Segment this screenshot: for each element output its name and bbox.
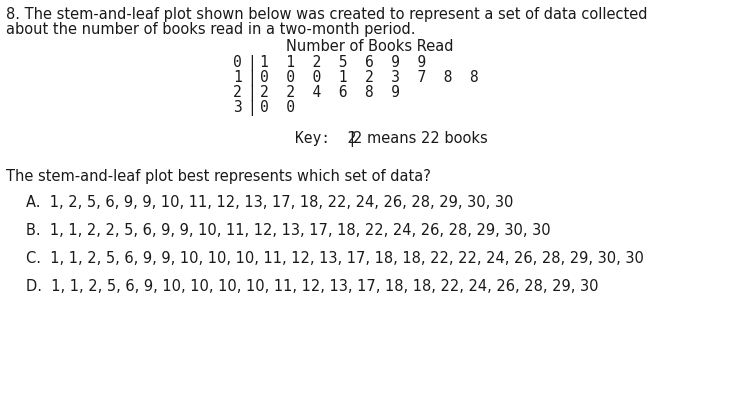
Text: 2  2  4  6  8  9: 2 2 4 6 8 9 <box>260 85 400 100</box>
Text: A.  1, 2, 5, 6, 9, 9, 10, 11, 12, 13, 17, 18, 22, 24, 26, 28, 29, 30, 30: A. 1, 2, 5, 6, 9, 9, 10, 11, 12, 13, 17,… <box>26 195 514 210</box>
Text: 2: 2 <box>233 85 242 100</box>
Text: 0  0  0  1  2  3  7  8  8: 0 0 0 1 2 3 7 8 8 <box>260 70 479 85</box>
Text: 8. The stem-and-leaf plot shown below was created to represent a set of data col: 8. The stem-and-leaf plot shown below wa… <box>6 7 648 22</box>
Text: C.  1, 1, 2, 5, 6, 9, 9, 10, 10, 10, 11, 12, 13, 17, 18, 18, 22, 22, 24, 26, 28,: C. 1, 1, 2, 5, 6, 9, 9, 10, 10, 10, 11, … <box>26 251 644 266</box>
Text: Number of Books Read: Number of Books Read <box>286 39 454 54</box>
Text: 0: 0 <box>233 55 242 70</box>
Text: |: | <box>248 70 256 86</box>
Text: D.  1, 1, 2, 5, 6, 9, 10, 10, 10, 10, 11, 12, 13, 17, 18, 18, 22, 24, 26, 28, 29: D. 1, 1, 2, 5, 6, 9, 10, 10, 10, 10, 11,… <box>26 279 599 294</box>
Text: Key:  2: Key: 2 <box>295 131 356 146</box>
Text: |: | <box>347 131 356 147</box>
Text: |: | <box>248 55 256 71</box>
Text: |: | <box>248 100 256 116</box>
Text: |: | <box>248 85 256 101</box>
Text: about the number of books read in a two-month period.: about the number of books read in a two-… <box>6 22 415 37</box>
Text: 2 means 22 books: 2 means 22 books <box>353 131 488 146</box>
Text: 1: 1 <box>233 70 242 85</box>
Text: B.  1, 1, 2, 2, 5, 6, 9, 9, 10, 11, 12, 13, 17, 18, 22, 24, 26, 28, 29, 30, 30: B. 1, 1, 2, 2, 5, 6, 9, 9, 10, 11, 12, 1… <box>26 223 551 238</box>
Text: 0  0: 0 0 <box>260 100 295 115</box>
Text: The stem-and-leaf plot best represents which set of data?: The stem-and-leaf plot best represents w… <box>6 169 431 184</box>
Text: 1  1  2  5  6  9  9: 1 1 2 5 6 9 9 <box>260 55 426 70</box>
Text: 3: 3 <box>233 100 242 115</box>
